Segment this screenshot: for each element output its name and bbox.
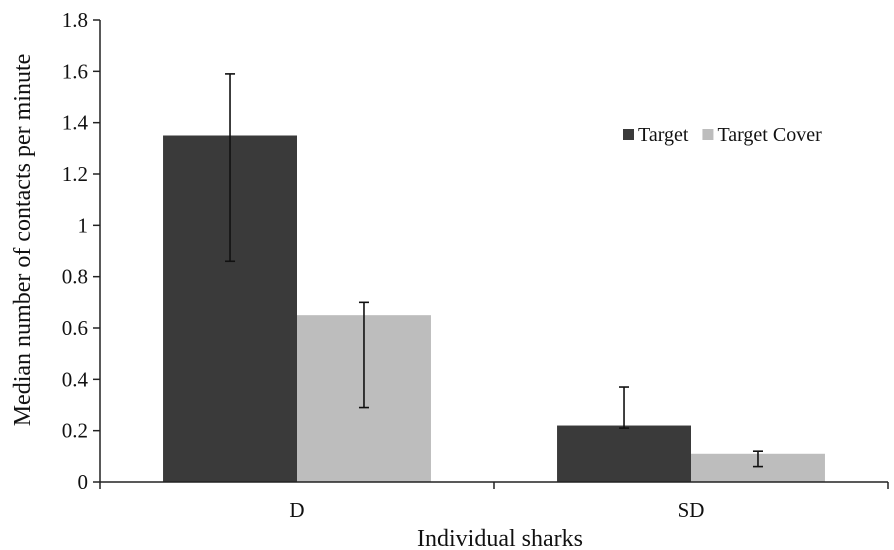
bar <box>557 425 691 482</box>
x-axis-title: Individual sharks <box>417 526 583 550</box>
y-tick-label: 1.2 <box>62 162 88 186</box>
x-tick-label: SD <box>678 498 705 522</box>
legend-swatch <box>623 129 634 140</box>
y-tick-label: 0.8 <box>62 265 88 289</box>
y-tick-label: 1.6 <box>62 59 88 83</box>
y-tick-label: 0.2 <box>62 419 88 443</box>
legend-swatch <box>702 129 714 140</box>
y-tick-label: 0.4 <box>62 367 89 391</box>
bars-layer <box>163 135 825 482</box>
x-tick-label: D <box>289 498 304 522</box>
y-axis-title: Median number of contacts per minute <box>10 54 36 427</box>
legend: Target Target Cover <box>623 124 822 146</box>
legend-label: Target Cover <box>717 124 822 146</box>
y-tick-label: 0.6 <box>62 316 88 340</box>
axes-layer <box>93 19 889 489</box>
y-tick-label: 1.8 <box>62 8 88 32</box>
y-tick-label: 1.4 <box>62 111 89 135</box>
legend-label: Target <box>638 124 689 146</box>
y-tick-label: 0 <box>78 470 89 494</box>
error-bars-layer <box>225 73 763 468</box>
tick-labels-layer: 0 0.2 0.4 0.6 0.8 1 1.2 1.4 1.6 1.8 D SD <box>62 8 705 522</box>
y-tick-label: 1 <box>78 213 89 237</box>
